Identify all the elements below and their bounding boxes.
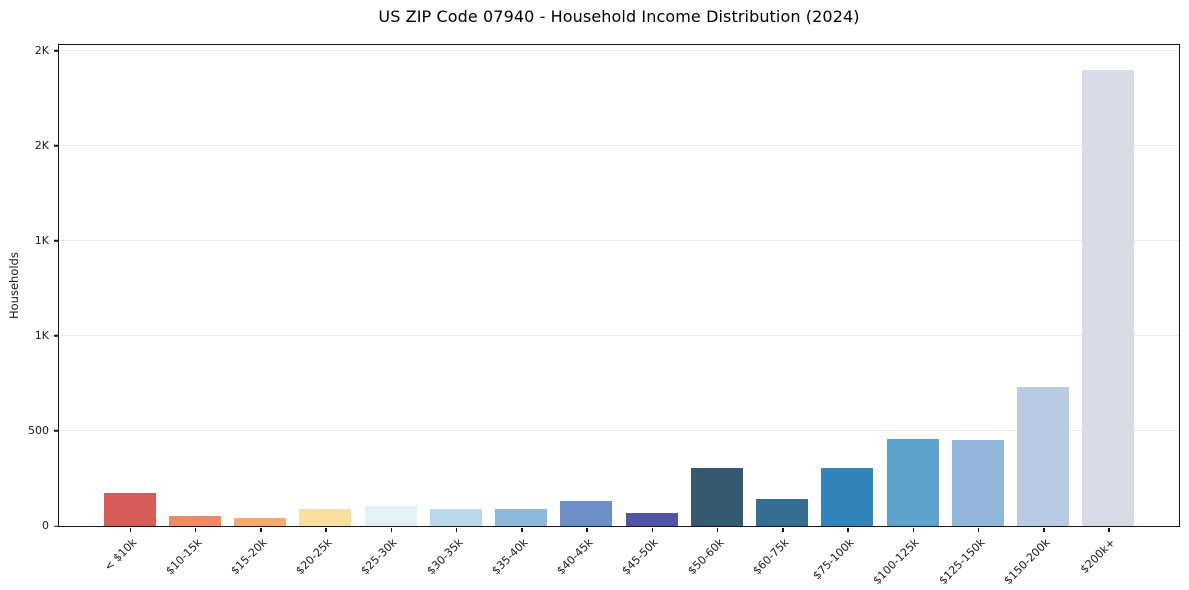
bar-slot: $25-30k bbox=[358, 45, 423, 577]
x-tick-label: $100-125k bbox=[870, 536, 922, 588]
bar bbox=[299, 509, 352, 526]
x-tick-label: $30-35k bbox=[423, 536, 466, 578]
x-tick-label: < $10k bbox=[101, 536, 139, 574]
x-axis-tick bbox=[977, 528, 980, 532]
bar-slot: $60-75k bbox=[750, 45, 815, 577]
bar bbox=[1082, 69, 1135, 526]
bar-slot: $100-125k bbox=[871, 45, 945, 587]
x-axis-tick bbox=[129, 528, 132, 532]
x-axis-tick bbox=[455, 528, 458, 532]
x-tick-label: $150-200k bbox=[1001, 536, 1053, 588]
x-tick-label: $200k+ bbox=[1077, 536, 1118, 577]
x-tick-label: $10-15k bbox=[162, 536, 205, 578]
plot-area: 0 500 1K 1K 2K 2K < $10k $10-15k $15-20k $20-25k $… bbox=[28, 44, 1180, 587]
x-axis-tick bbox=[586, 528, 588, 532]
x-tick-label: $125-150k bbox=[935, 536, 988, 588]
y-axis-tick bbox=[54, 430, 59, 432]
gridline bbox=[59, 239, 1179, 241]
bar-slot: $200k+ bbox=[1076, 45, 1141, 576]
x-tick-label: $40-45k bbox=[554, 536, 596, 578]
x-axis-tick bbox=[390, 528, 393, 532]
x-tick-label: $15-20k bbox=[228, 536, 270, 578]
y-axis-tick bbox=[54, 335, 59, 337]
bar bbox=[1017, 386, 1070, 526]
x-axis-tick bbox=[847, 528, 849, 532]
x-tick-label: $25-30k bbox=[358, 536, 400, 578]
x-axis-tick bbox=[716, 528, 719, 532]
bar bbox=[886, 438, 939, 526]
bar bbox=[690, 468, 743, 526]
x-tick-label: $75-100k bbox=[810, 536, 857, 583]
x-axis-tick bbox=[1043, 528, 1045, 532]
bar-slot: $10-15k bbox=[162, 45, 227, 577]
x-tick-label: $35-40k bbox=[489, 536, 531, 578]
bars-row: < $10k $10-15k $15-20k $20-25k $25-30k $30-35… bbox=[59, 45, 1179, 587]
bar-slot: $30-35k bbox=[423, 45, 488, 577]
x-axis-tick bbox=[521, 528, 523, 532]
bar bbox=[951, 439, 1004, 526]
x-axis-tick bbox=[782, 528, 784, 532]
x-tick-label: $50-60k bbox=[684, 536, 727, 578]
x-axis-tick bbox=[325, 528, 327, 532]
bar bbox=[168, 515, 221, 526]
bar-slot: $35-40k bbox=[489, 45, 554, 577]
bar-slot: $125-150k bbox=[936, 45, 1010, 587]
bar-slot: $15-20k bbox=[228, 45, 293, 577]
y-axis-tick bbox=[54, 525, 59, 527]
bar bbox=[495, 509, 548, 526]
x-tick-label: $45-50k bbox=[619, 536, 661, 578]
bar bbox=[625, 512, 678, 526]
bar bbox=[560, 501, 613, 526]
x-axis-tick bbox=[912, 528, 915, 532]
bar bbox=[103, 493, 156, 526]
bar bbox=[364, 506, 417, 526]
x-tick-label: $60-75k bbox=[750, 536, 792, 578]
bar bbox=[429, 508, 482, 526]
bar-slot: $150-200k bbox=[1001, 45, 1076, 587]
bar-slot: $20-25k bbox=[293, 45, 358, 577]
x-axis-tick bbox=[1108, 528, 1110, 532]
bar-slot: $50-60k bbox=[684, 45, 749, 577]
gridline bbox=[59, 144, 1179, 146]
bar bbox=[821, 467, 874, 526]
y-axis-tick bbox=[54, 49, 59, 52]
gridline bbox=[59, 334, 1179, 336]
bar bbox=[234, 518, 287, 526]
chart-title: US ZIP Code 07940 - Household Income Dis… bbox=[378, 7, 860, 26]
bar-slot: $45-50k bbox=[619, 45, 684, 577]
x-tick-label: $20-25k bbox=[293, 536, 335, 578]
x-axis-tick bbox=[194, 528, 197, 532]
x-axis-tick bbox=[260, 528, 262, 532]
bar-slot: < $10k bbox=[97, 45, 162, 574]
y-axis-tick bbox=[54, 145, 59, 147]
bar-slot: $75-100k bbox=[810, 45, 880, 582]
gridline bbox=[59, 49, 1179, 51]
bar bbox=[756, 499, 809, 526]
bar-slot: $40-45k bbox=[554, 45, 619, 577]
gridline bbox=[59, 429, 1179, 431]
y-axis-tick bbox=[54, 240, 59, 242]
x-axis-tick bbox=[651, 528, 654, 532]
y-axis-label: Households bbox=[7, 252, 21, 319]
